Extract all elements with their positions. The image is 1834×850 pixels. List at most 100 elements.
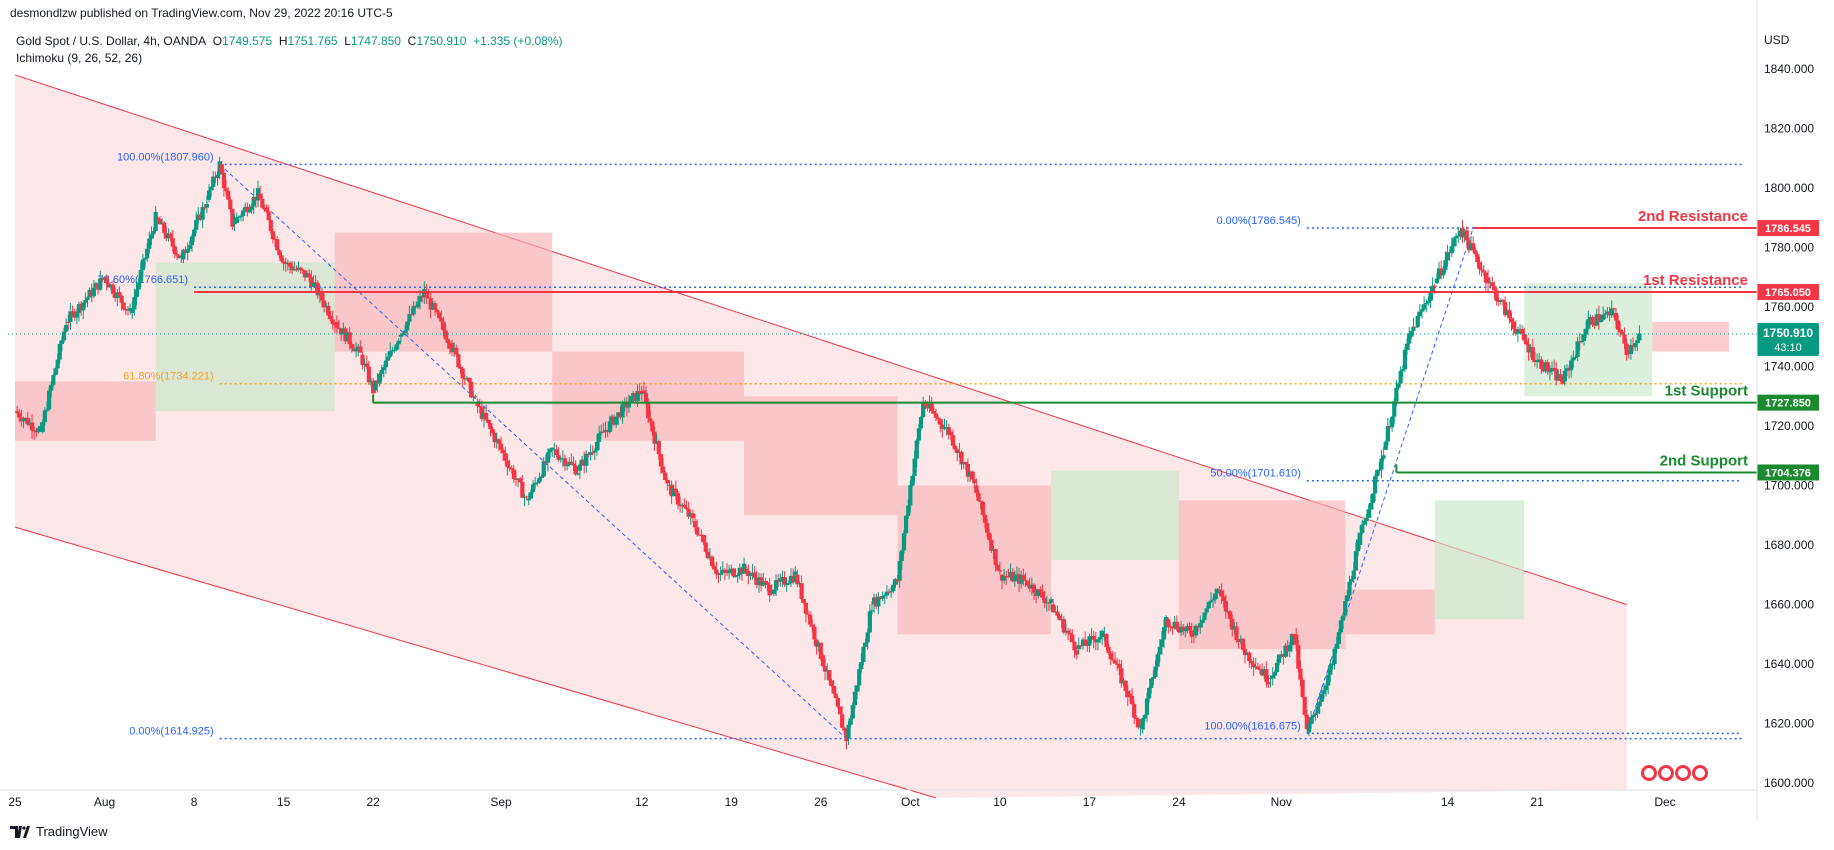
candle-body <box>1315 706 1320 714</box>
candle-body <box>432 303 438 310</box>
candle-body <box>277 250 282 256</box>
candle-body <box>166 233 171 239</box>
candle-body <box>1392 401 1397 417</box>
candle-body <box>140 259 146 270</box>
candle-body <box>1178 626 1184 633</box>
candle-body <box>1505 310 1510 315</box>
candle-body <box>1545 362 1550 372</box>
level-name-label: 1st Support <box>1665 383 1748 400</box>
economic-event-icon[interactable] <box>1675 765 1691 781</box>
candle-body <box>1347 581 1352 596</box>
candle-body <box>516 478 521 480</box>
x-tick-label: Aug <box>94 795 115 809</box>
candle-body <box>667 484 672 486</box>
candle-body <box>844 730 849 742</box>
economic-event-icon[interactable] <box>1641 765 1657 781</box>
candle-body <box>91 287 96 297</box>
candle-body <box>1564 368 1570 371</box>
candle-body <box>1164 616 1169 628</box>
candle-body <box>1274 662 1280 673</box>
candle-body <box>1351 570 1356 580</box>
event-flag-inner <box>1661 768 1671 778</box>
candle-body <box>258 193 263 199</box>
candle-body <box>302 270 308 278</box>
candle-body <box>921 401 926 418</box>
candle-body <box>965 463 971 477</box>
candle-body <box>554 449 559 456</box>
candle-body <box>872 597 877 605</box>
candle-body <box>788 575 794 584</box>
level-price-label: 1786.545 <box>1765 223 1811 235</box>
y-tick-label: 1700.000 <box>1764 479 1814 493</box>
fib-level-label: 100.00%(1807.960) <box>117 151 214 163</box>
candle-body <box>935 417 941 420</box>
candle-body <box>313 282 318 284</box>
candle-body <box>262 207 267 210</box>
x-tick-label: 10 <box>993 795 1007 809</box>
candle-body <box>987 532 992 540</box>
candle-body <box>980 501 985 515</box>
candle-body <box>1522 333 1527 341</box>
candle-body <box>822 666 828 672</box>
candle-body <box>1321 690 1327 694</box>
level-price-label: 1765.050 <box>1765 287 1811 299</box>
candle-body <box>61 331 67 341</box>
candle-body <box>643 393 649 404</box>
candle-body <box>1085 645 1090 647</box>
candle-body <box>422 289 427 298</box>
candle-body <box>1417 311 1422 316</box>
candle-body <box>1072 641 1077 651</box>
candle-body <box>1571 357 1576 361</box>
candle-body <box>125 309 131 311</box>
economic-event-icon[interactable] <box>1692 765 1708 781</box>
y-tick-label: 1720.000 <box>1764 419 1814 433</box>
candle-body <box>1136 719 1141 728</box>
candle-body <box>1526 344 1531 353</box>
level-price-label: 1704.376 <box>1765 467 1811 479</box>
candle-body <box>805 613 811 615</box>
candle-body <box>601 431 606 433</box>
candle-body <box>364 363 369 367</box>
candle-body <box>1006 576 1011 578</box>
candle-body <box>1449 246 1454 254</box>
candle-body <box>686 509 691 517</box>
candle-body <box>1002 575 1007 581</box>
indicator-label[interactable]: Ichimoku (9, 26, 52, 26) <box>16 51 143 65</box>
candle-body <box>49 384 54 391</box>
candle-body <box>562 458 568 467</box>
candle-body <box>1488 282 1493 284</box>
candle-body <box>1558 374 1563 381</box>
candle-body <box>437 312 442 319</box>
candle-body <box>1102 633 1107 635</box>
y-tick-label: 1840.000 <box>1764 62 1814 76</box>
candle-body <box>296 267 301 270</box>
candle-body <box>933 413 939 418</box>
candle-body <box>1622 334 1627 344</box>
fib-trend-line <box>1306 227 1474 734</box>
candle-body <box>1144 698 1150 715</box>
candle-body <box>272 239 278 241</box>
candle-body <box>181 249 186 260</box>
candle-body <box>1296 644 1301 669</box>
candle-body <box>831 686 836 694</box>
candle-body <box>637 391 642 395</box>
candle-body <box>34 431 39 433</box>
candle-body <box>1590 316 1595 325</box>
candle-body <box>375 380 380 384</box>
candle-body <box>1609 308 1614 316</box>
candle-body <box>1428 292 1433 301</box>
candle-body <box>1464 230 1469 241</box>
candle-body <box>1031 584 1037 593</box>
candle-body <box>942 427 947 430</box>
candle-body <box>765 582 770 585</box>
candle-body <box>791 575 796 582</box>
candle-body <box>232 223 237 225</box>
economic-event-icon[interactable] <box>1658 765 1674 781</box>
current-price-label: 1750.910 <box>1763 326 1813 340</box>
tradingview-footer[interactable]: TradingView <box>10 824 108 839</box>
candle-body <box>230 209 235 227</box>
candle-body <box>1390 416 1395 428</box>
candle-body <box>584 453 589 466</box>
candle-body <box>669 484 674 497</box>
